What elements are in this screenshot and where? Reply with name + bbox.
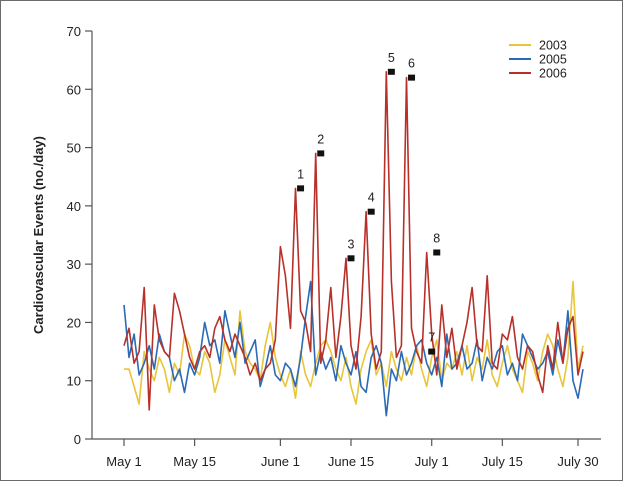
y-tick-label: 40 <box>67 199 81 214</box>
series-line-2006 <box>123 71 584 411</box>
peak-marker <box>387 68 395 75</box>
y-tick-label: 10 <box>67 374 81 389</box>
y-tick-label: 0 <box>74 432 81 447</box>
x-tick-label: May 1 <box>106 454 141 469</box>
y-tick-label: 30 <box>67 257 81 272</box>
axes: 0 10 20 30 40 50 60 70 May 1 May 15 June 1 June 15… <box>67 24 601 469</box>
y-axis-label: Cardiovascular Events (no./day) <box>31 136 46 334</box>
peak-marker <box>408 74 416 81</box>
peak-marker <box>297 185 305 192</box>
x-tick-label: July 1 <box>415 454 449 469</box>
peak-marker <box>317 150 325 157</box>
y-ticks: 0 10 20 30 40 50 60 70 <box>67 24 92 447</box>
x-tick-label: June 1 <box>261 454 300 469</box>
peak-label: 5 <box>388 51 395 65</box>
peak-label: 7 <box>428 331 435 345</box>
peak-label: 1 <box>297 167 304 181</box>
y-tick-label: 50 <box>67 141 81 156</box>
legend-label: 2006 <box>539 67 567 81</box>
peak-label: 6 <box>408 57 415 71</box>
series-line-2003 <box>124 280 584 405</box>
y-tick-label: 20 <box>67 315 81 330</box>
peak-label: 8 <box>433 231 440 245</box>
series-layer <box>123 71 584 417</box>
y-tick-label: 70 <box>67 24 81 39</box>
x-tick-label: May 15 <box>173 454 216 469</box>
peak-marker <box>428 348 436 355</box>
x-tick-label: June 15 <box>328 454 374 469</box>
peak-label: 4 <box>368 191 375 205</box>
y-tick-label: 60 <box>67 82 81 97</box>
peak-marker <box>433 249 441 256</box>
peak-marker <box>347 255 355 262</box>
peak-markers: 1 2 3 4 5 6 7 8 <box>297 51 440 355</box>
peak-label: 3 <box>348 237 355 251</box>
legend-label: 2003 <box>539 39 567 53</box>
legend-label: 2005 <box>539 53 567 67</box>
x-ticks: May 1 May 15 June 1 June 15 July 1 July 15 Jul… <box>106 439 599 469</box>
x-tick-label: July 30 <box>557 454 598 469</box>
peak-marker <box>367 208 375 215</box>
peak-label: 2 <box>317 132 324 146</box>
x-tick-label: July 15 <box>482 454 523 469</box>
